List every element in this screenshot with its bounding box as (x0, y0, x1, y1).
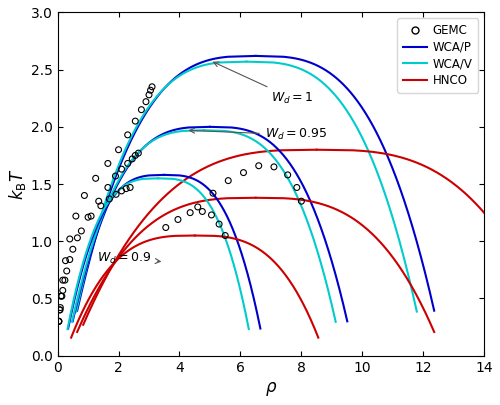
Point (254, 162, 262, 169)
Point (104, 184, 112, 191)
Point (66, 236, 74, 242)
X-axis label: $\rho$: $\rho$ (264, 380, 277, 398)
Point (208, 212, 216, 218)
Point (56, 307, 64, 313)
Point (174, 216, 182, 223)
Point (97, 202, 105, 209)
Point (118, 166, 126, 173)
Point (66, 256, 74, 263)
Point (284, 172, 292, 178)
Point (74, 234, 82, 241)
Point (94, 198, 102, 205)
Point (84, 214, 92, 220)
Point (112, 173, 120, 179)
Point (69, 246, 77, 252)
Point (87, 213, 95, 220)
Point (145, 92, 153, 98)
Point (240, 169, 248, 176)
Point (224, 177, 232, 184)
Text: $W_d = 0.9$: $W_d = 0.9$ (97, 251, 160, 266)
Point (128, 156, 136, 162)
Point (215, 221, 223, 227)
Point (80, 192, 88, 199)
Point (92, 175, 100, 181)
Point (132, 152, 140, 159)
Point (298, 198, 306, 205)
Point (142, 98, 150, 105)
Point (72, 213, 80, 220)
Point (134, 150, 142, 156)
Point (186, 209, 194, 216)
Point (55, 318, 63, 324)
Point (55, 318, 63, 324)
Point (112, 191, 120, 198)
Point (55, 318, 63, 324)
Point (104, 160, 112, 167)
Point (270, 164, 278, 170)
Text: $W_d = 1$: $W_d = 1$ (214, 62, 314, 106)
Point (209, 190, 217, 196)
Point (138, 107, 145, 113)
Point (61, 277, 69, 284)
Point (78, 228, 86, 234)
Point (59, 277, 67, 284)
Point (59, 287, 67, 294)
Point (58, 293, 66, 299)
Point (132, 118, 140, 124)
Point (194, 204, 202, 210)
Point (56, 307, 64, 313)
Point (62, 268, 70, 274)
Point (122, 185, 130, 192)
Point (114, 147, 122, 153)
Legend: GEMC, WCA/P, WCA/V, HNCO: GEMC, WCA/P, WCA/V, HNCO (397, 18, 478, 93)
Point (293, 184, 301, 191)
Y-axis label: $k_{\mathrm{B}}T$: $k_{\mathrm{B}}T$ (7, 168, 28, 200)
Point (126, 184, 134, 191)
Point (106, 196, 114, 202)
Point (118, 188, 126, 194)
Point (62, 258, 70, 264)
Point (124, 132, 132, 138)
Point (124, 160, 132, 167)
Point (162, 224, 170, 231)
Point (221, 232, 229, 239)
Point (56, 304, 64, 311)
Point (148, 83, 156, 90)
Point (57, 293, 65, 299)
Point (198, 208, 206, 215)
Text: $W_d = 0.95$: $W_d = 0.95$ (190, 127, 327, 143)
Point (146, 87, 154, 94)
